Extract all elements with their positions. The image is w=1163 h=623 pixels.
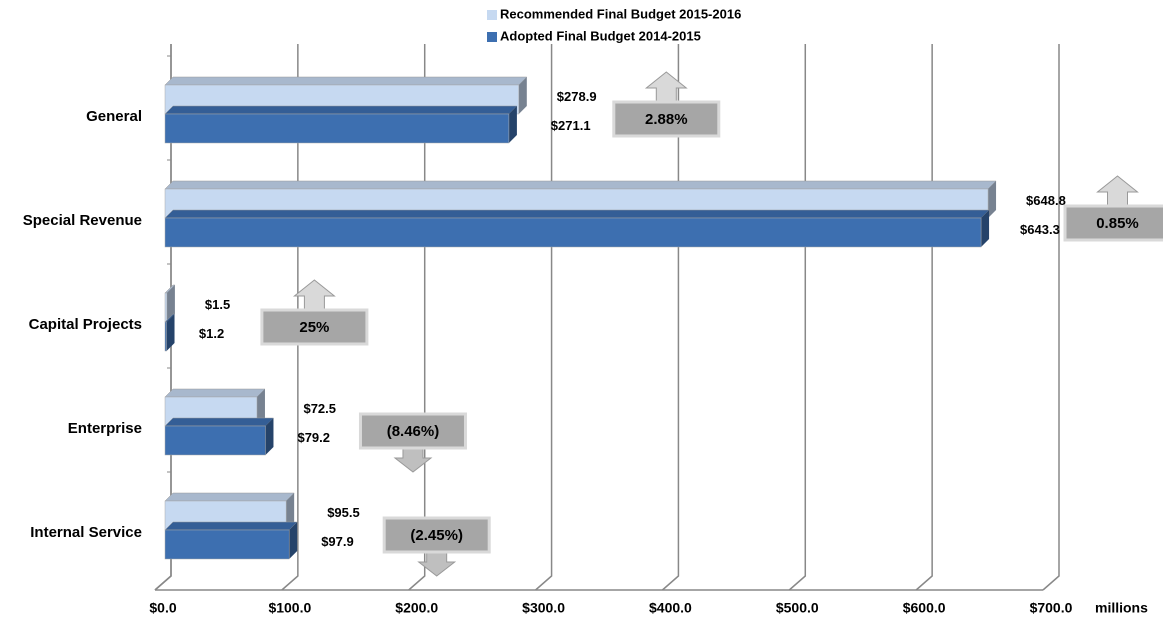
value-label: $79.2: [297, 430, 330, 445]
bar-side: [508, 106, 517, 143]
category-label: General: [86, 108, 142, 125]
bar-side: [256, 389, 265, 426]
category-label: Special Revenue: [23, 212, 142, 229]
legend-swatch: [487, 32, 497, 42]
x-axis-label: millions: [1095, 600, 1148, 616]
x-tick-label: $200.0: [395, 600, 438, 616]
annotation-box: [1063, 204, 1163, 242]
bar-side: [518, 77, 527, 114]
grid-line: [1042, 44, 1060, 591]
bar-side: [286, 493, 295, 530]
category-label: Capital Projects: [29, 316, 142, 333]
value-label: $1.5: [205, 297, 230, 312]
arrow: [292, 279, 336, 311]
bar: [164, 321, 167, 352]
category-label: Enterprise: [68, 420, 142, 437]
annotation-box: [260, 308, 369, 346]
bar-side: [166, 285, 175, 322]
grid-line: [535, 44, 553, 591]
arrow: [417, 551, 457, 577]
bar-side: [289, 522, 298, 559]
grid-line: [915, 44, 933, 591]
bar-side: [988, 181, 997, 218]
x-tick-label: $500.0: [776, 600, 819, 616]
value-label: $643.3: [1020, 222, 1060, 237]
annotation: 25%: [299, 319, 329, 336]
x-tick-label: $600.0: [903, 600, 946, 616]
x-tick-label: $300.0: [522, 600, 565, 616]
bar-top: [164, 388, 266, 398]
bar-side: [166, 314, 175, 351]
bar-top: [164, 180, 997, 190]
arrow: [393, 447, 433, 473]
bar-side: [981, 210, 990, 247]
value-label: $648.8: [1026, 193, 1066, 208]
bar-top: [164, 76, 528, 86]
x-tick-label: $100.0: [268, 600, 311, 616]
bar: [164, 113, 510, 144]
legend-label: Recommended Final Budget 2015-2016: [500, 6, 741, 21]
annotation-box: [382, 516, 491, 554]
value-label: $97.9: [321, 534, 354, 549]
legend-label: Adopted Final Budget 2014-2015: [500, 28, 701, 43]
x-tick-label: $0.0: [149, 600, 176, 616]
bar: [164, 529, 290, 560]
annotation: (2.45%): [410, 527, 463, 544]
arrow: [644, 71, 688, 103]
grid-line: [788, 44, 807, 591]
annotation: 2.88%: [645, 111, 688, 128]
bar-top: [164, 492, 295, 502]
bar-top: [164, 209, 990, 219]
value-label: $95.5: [327, 505, 360, 520]
annotation-box: [358, 412, 467, 450]
bar-side: [265, 418, 274, 455]
annotation: (8.46%): [387, 423, 440, 440]
category-label: Internal Service: [30, 524, 142, 541]
bar: [164, 292, 168, 323]
annotation-box: [612, 100, 721, 138]
value-label: $271.1: [551, 118, 591, 133]
bar-top: [164, 105, 518, 115]
value-label: $72.5: [303, 401, 336, 416]
bar-top: [164, 521, 298, 531]
bar: [164, 425, 266, 456]
bar: [164, 217, 982, 248]
arrow: [1096, 175, 1139, 207]
bar-top: [164, 417, 275, 427]
legend-swatch: [487, 10, 497, 20]
annotation: 0.85%: [1096, 215, 1139, 232]
value-label: $1.2: [199, 326, 224, 341]
value-label: $278.9: [557, 89, 597, 104]
x-tick-label: $700.0: [1030, 600, 1073, 616]
x-tick-label: $400.0: [649, 600, 692, 616]
